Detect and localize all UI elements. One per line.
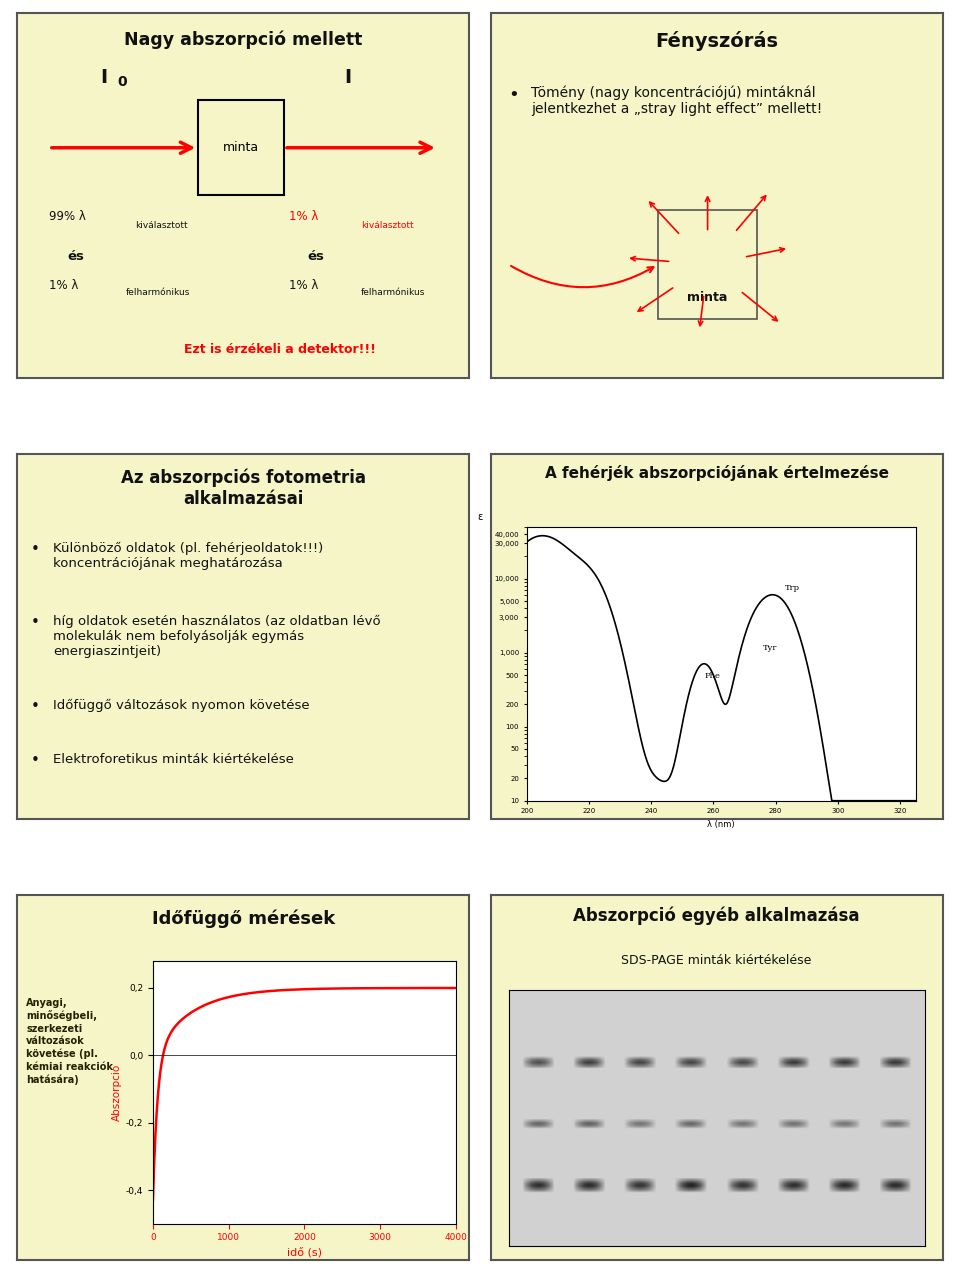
Text: 99% λ: 99% λ — [49, 210, 85, 223]
Text: Időfüggő változások nyomon követése: Időfüggő változások nyomon követése — [54, 699, 310, 712]
Text: A fehérjék abszorpciójának értelmezése: A fehérjék abszorpciójának értelmezése — [544, 465, 889, 481]
Text: Elektroforetikus minták kiértékelése: Elektroforetikus minták kiértékelése — [54, 754, 295, 766]
Text: felharmónikus: felharmónikus — [126, 288, 190, 298]
Text: Phe: Phe — [704, 672, 720, 680]
Text: Időfüggő mérések: Időfüggő mérések — [152, 910, 335, 928]
Text: 1% λ: 1% λ — [49, 279, 79, 292]
Text: $\mathbf{I}$: $\mathbf{I}$ — [344, 70, 351, 88]
Y-axis label: ε: ε — [477, 512, 483, 522]
Text: $\mathbf{0}$: $\mathbf{0}$ — [117, 75, 128, 89]
Text: Tyr: Tyr — [763, 644, 778, 652]
Text: minta: minta — [687, 290, 728, 304]
Text: Különböző oldatok (pl. fehérjeoldatok!!!)
koncentrációjának meghatározása: Különböző oldatok (pl. fehérjeoldatok!!!… — [54, 541, 324, 570]
Text: híg oldatok esetén használatos (az oldatban lévő
molekulák nem befolyásolják egy: híg oldatok esetén használatos (az oldat… — [54, 615, 381, 658]
Text: •: • — [31, 699, 39, 714]
X-axis label: idő (s): idő (s) — [287, 1248, 322, 1259]
Text: 1% λ: 1% λ — [289, 210, 318, 223]
Text: minta: minta — [223, 141, 259, 154]
Text: felharmónikus: felharmónikus — [361, 288, 425, 298]
Text: •: • — [31, 541, 39, 556]
Text: kiválasztott: kiválasztott — [361, 220, 414, 229]
Text: $\mathbf{I}$: $\mathbf{I}$ — [101, 70, 108, 88]
Text: SDS-PAGE minták kiértékelése: SDS-PAGE minták kiértékelése — [621, 953, 812, 966]
Text: Abszorpció egyéb alkalmazása: Abszorpció egyéb alkalmazása — [573, 906, 860, 924]
Text: 1% λ: 1% λ — [289, 279, 318, 292]
Text: Fényszórás: Fényszórás — [655, 31, 779, 51]
Text: Az abszorpciós fotometria
alkalmazásai: Az abszorpciós fotometria alkalmazásai — [121, 468, 366, 508]
Text: Anyagi,
minőségbeli,
szerkezeti
változások
követése (pl.
kémiai reakciók
hatásár: Anyagi, minőségbeli, szerkezeti változás… — [26, 998, 113, 1085]
Bar — [658, 210, 757, 320]
Text: Ezt is érzékeli a detektor!!!: Ezt is érzékeli a detektor!!! — [183, 342, 375, 355]
Bar — [198, 101, 284, 195]
Y-axis label: Abszorpció: Abszorpció — [111, 1064, 122, 1122]
Text: Trp: Trp — [785, 584, 800, 592]
Text: kiválasztott: kiválasztott — [134, 220, 187, 229]
Text: •: • — [31, 754, 39, 769]
Text: és: és — [307, 250, 324, 264]
X-axis label: λ (nm): λ (nm) — [708, 820, 735, 829]
Text: Tömény (nagy koncentrációjú) mintáknál
jelentkezhet a „stray light effect” melle: Tömény (nagy koncentrációjú) mintáknál j… — [531, 85, 823, 116]
Text: és: és — [67, 250, 84, 264]
Text: Nagy abszorpció mellett: Nagy abszorpció mellett — [124, 31, 363, 50]
Text: •: • — [509, 85, 519, 103]
Text: •: • — [31, 615, 39, 630]
